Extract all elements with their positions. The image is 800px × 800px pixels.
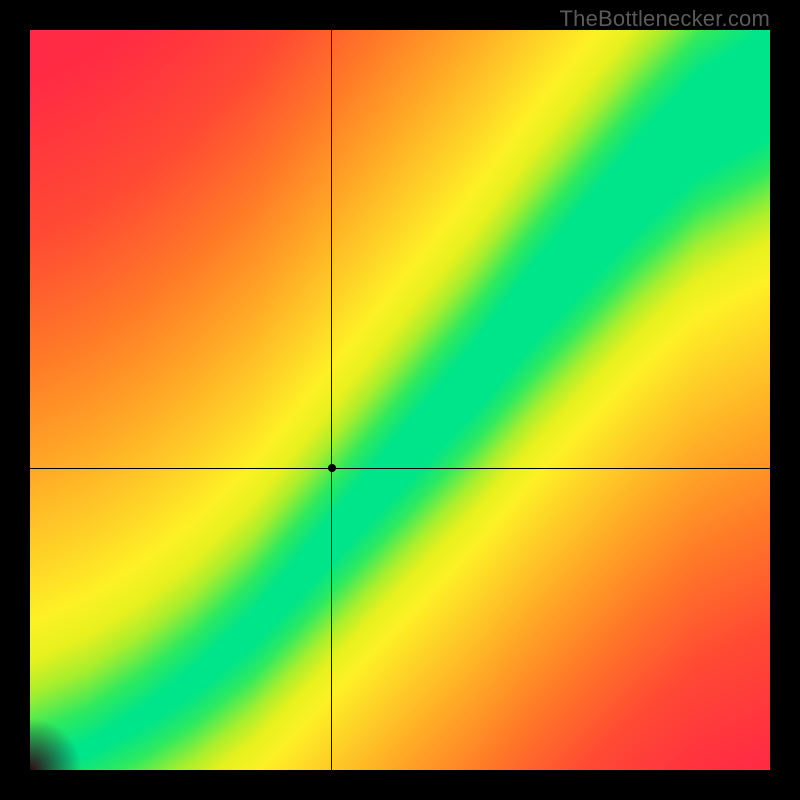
heatmap-canvas [30, 30, 770, 770]
bottleneck-heatmap [30, 30, 770, 770]
watermark-text: TheBottlenecker.com [560, 6, 770, 32]
crosshair-vertical [331, 30, 332, 770]
selection-marker-dot [328, 464, 336, 472]
crosshair-horizontal [30, 468, 770, 469]
